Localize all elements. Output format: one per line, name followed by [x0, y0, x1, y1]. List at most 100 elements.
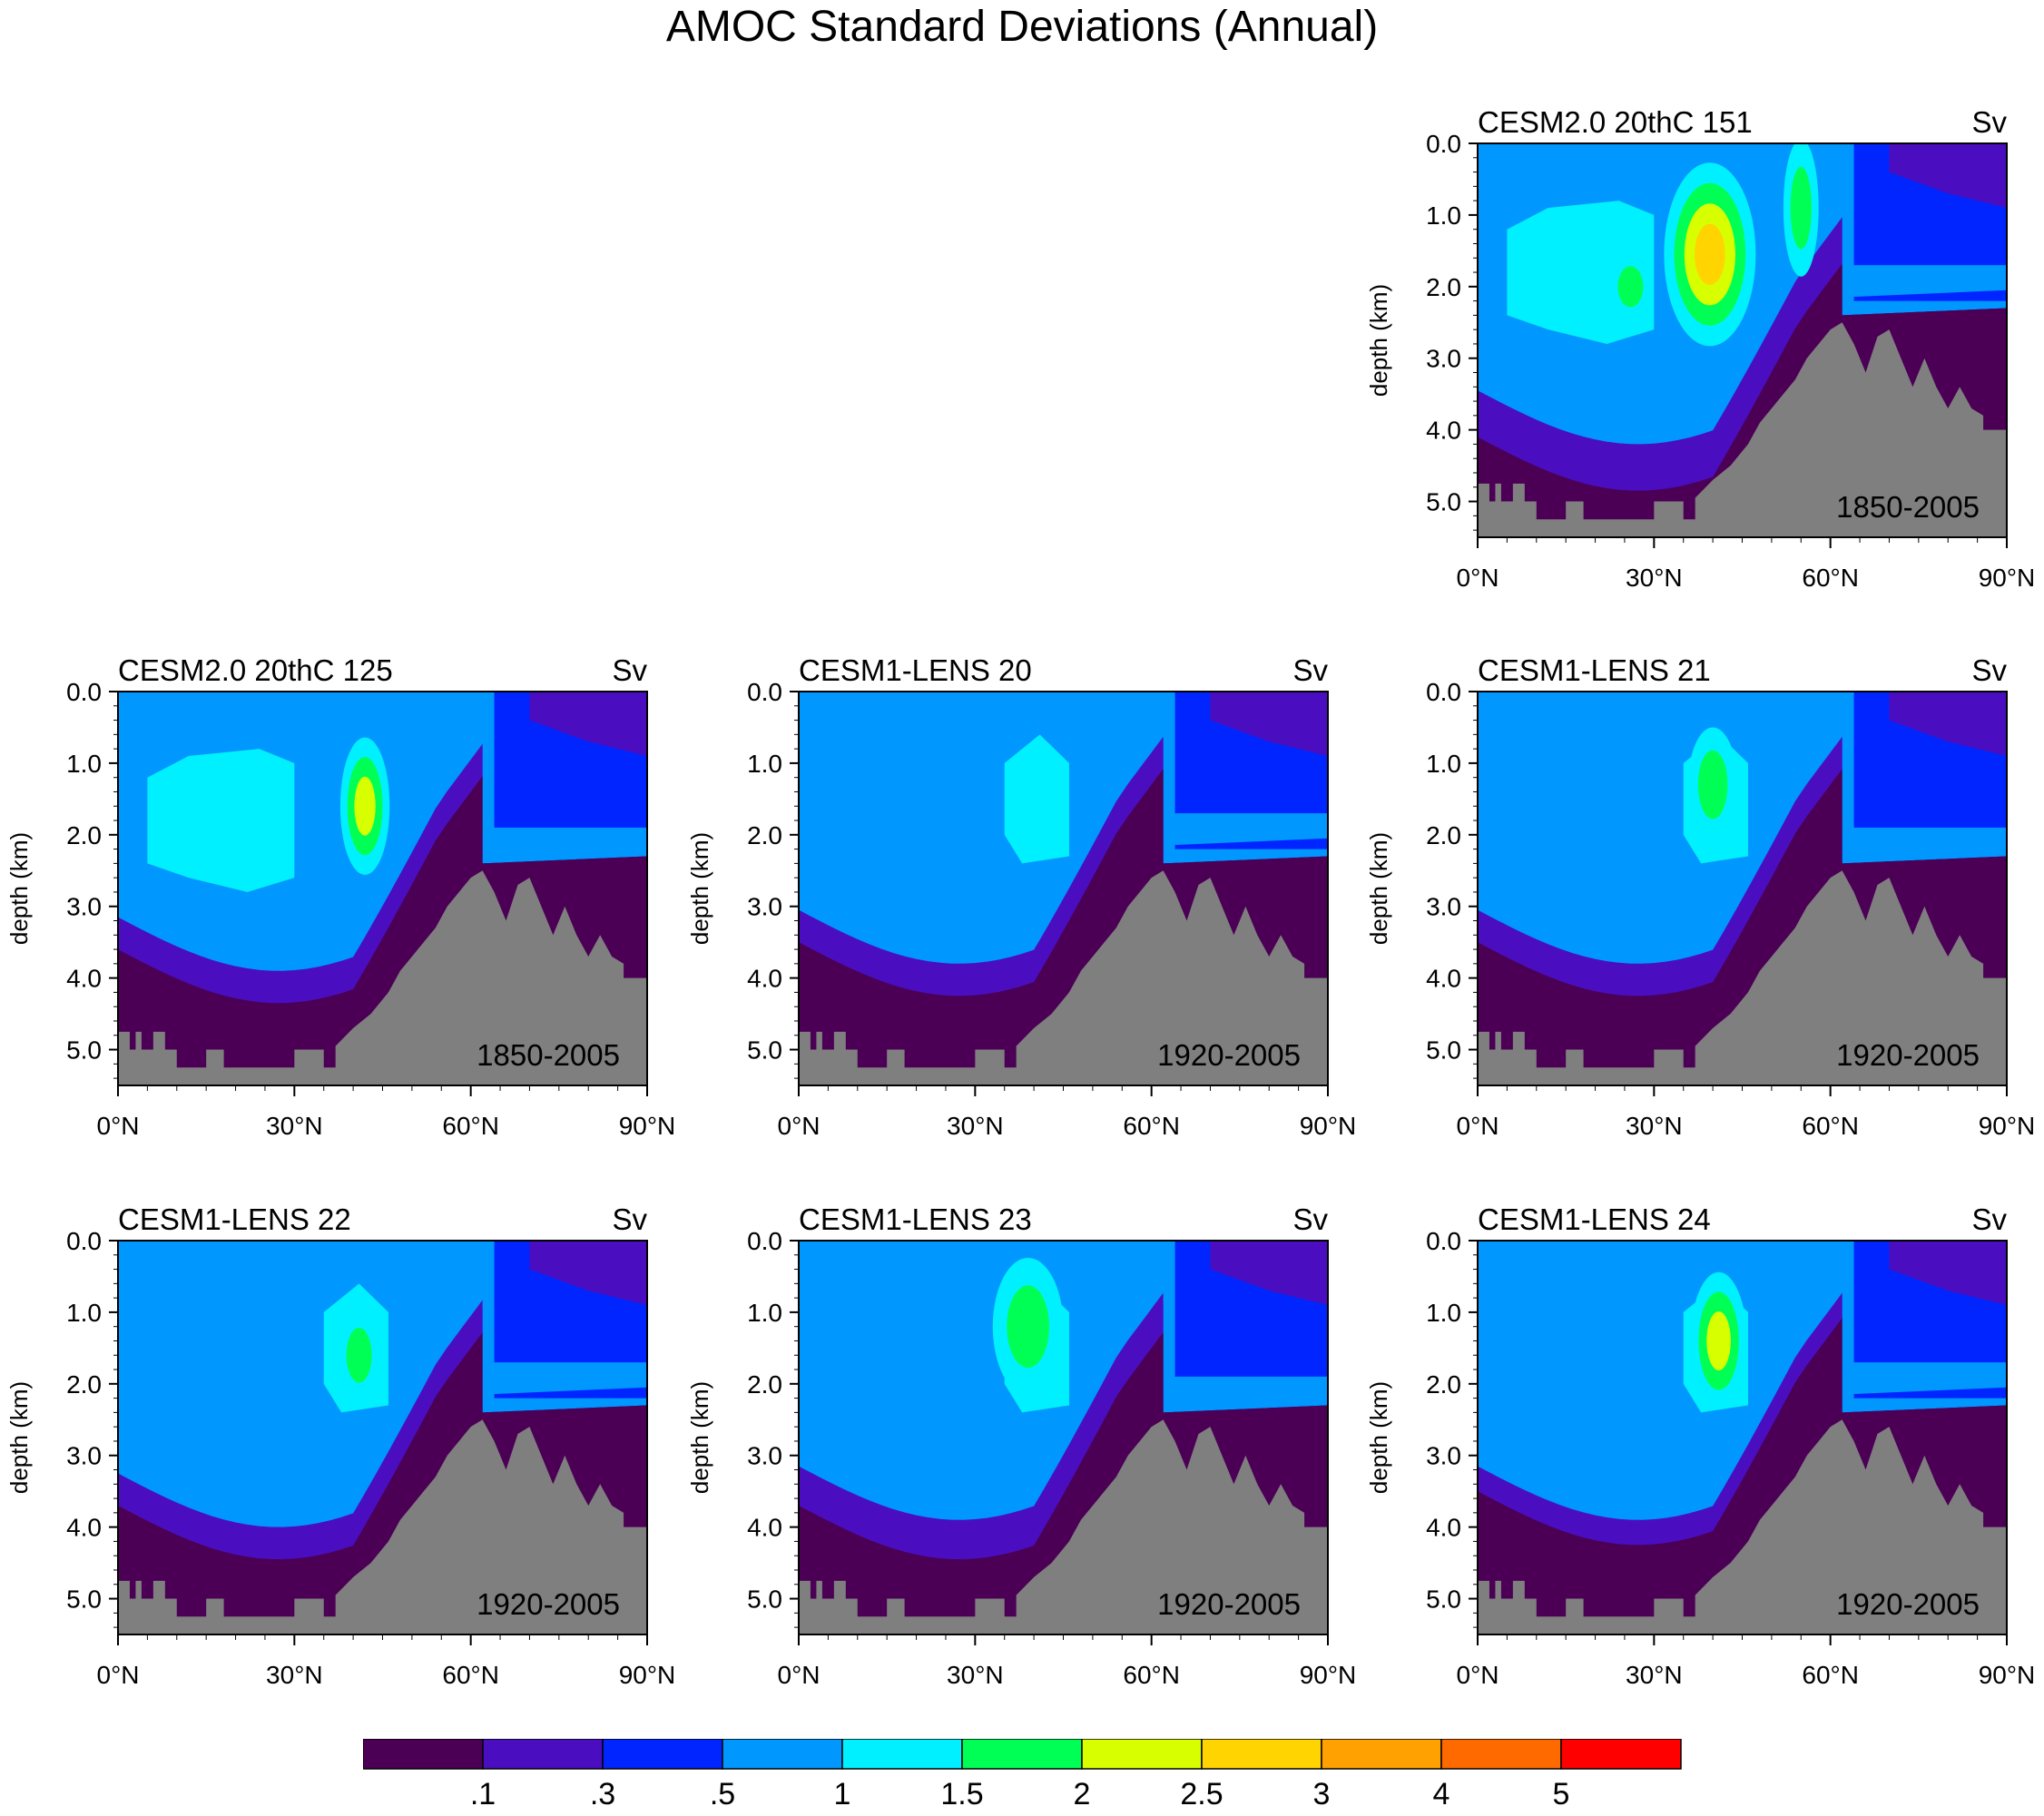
contour-fill-north-surface — [1889, 143, 2007, 209]
y-tick-label: 3.0 — [1426, 893, 1461, 921]
bathymetry-mask — [799, 870, 1328, 1085]
bathymetry-mask — [118, 1419, 647, 1634]
colorbar-label: 3 — [1313, 1777, 1331, 1811]
x-tick-label: 30°N — [1626, 1112, 1683, 1140]
x-tick-label: 0°N — [97, 1112, 140, 1140]
colorbar-label: 2 — [1074, 1777, 1091, 1811]
y-tick-label: 4.0 — [66, 965, 102, 993]
bathymetry-mask — [1478, 1419, 2007, 1634]
x-tick-label: 0°N — [1457, 1112, 1499, 1140]
contour-fill-north-surface — [1889, 1241, 2007, 1306]
bathymetry-mask — [118, 870, 647, 1085]
x-tick-label: 60°N — [1123, 1112, 1180, 1140]
colorbar-swatch — [1201, 1738, 1322, 1770]
contour-plot: 0.0 1.0 2.0 3.0 4.0 5.0 0°N 30°N 60°N 90°N depth (… — [686, 1202, 1356, 1689]
y-axis-label: depth (km) — [1365, 832, 1392, 945]
x-tick-label: 0°N — [97, 1661, 140, 1689]
y-tick-label: 4.0 — [66, 1514, 102, 1542]
y-tick-label: 4.0 — [1426, 1514, 1461, 1542]
y-tick-label: 2.0 — [747, 821, 782, 849]
x-tick-label: 60°N — [1123, 1661, 1180, 1689]
x-tick-label: 60°N — [1802, 1112, 1859, 1140]
x-tick-label: 90°N — [1979, 564, 2036, 592]
y-tick-label: 3.0 — [1426, 1442, 1461, 1470]
y-tick-label: 0.0 — [1426, 678, 1461, 706]
y-tick-label: 2.0 — [1426, 821, 1461, 849]
y-tick-label: 4.0 — [747, 1514, 782, 1542]
contour-core-0-6 — [354, 776, 376, 836]
y-axis-label: depth (km) — [686, 832, 713, 945]
panel-title: CESM1-LENS 24 — [1478, 1202, 1711, 1236]
panel-lens-20: 0.0 1.0 2.0 3.0 4.0 5.0 0°N 30°N 60°N 90°N depth (… — [681, 628, 1389, 1173]
x-tick-label: 30°N — [947, 1661, 1004, 1689]
units-label: Sv — [1292, 653, 1328, 687]
colorbar-label: 1.5 — [940, 1777, 983, 1811]
y-tick-label: 4.0 — [1426, 417, 1461, 445]
bathymetry-mask — [799, 1419, 1328, 1634]
contour-core-0-7 — [1695, 223, 1725, 285]
y-tick-label: 0.0 — [66, 1227, 102, 1255]
x-tick-label: 0°N — [1457, 564, 1499, 592]
y-tick-label: 1.0 — [1426, 750, 1461, 778]
y-tick-label: 0.0 — [66, 678, 102, 706]
y-axis-label: depth (km) — [686, 1381, 713, 1494]
colorbar-swatch — [362, 1738, 484, 1770]
panel-title: CESM1-LENS 21 — [1478, 653, 1711, 687]
contour-fill-shelf — [1163, 813, 1328, 846]
contour-core-1-5 — [1617, 266, 1644, 308]
y-tick-label: 3.0 — [1426, 345, 1461, 373]
x-tick-label: 90°N — [1300, 1112, 1357, 1140]
y-tick-label: 5.0 — [747, 1585, 782, 1614]
panel-lens-24: 0.0 1.0 2.0 3.0 4.0 5.0 0°N 30°N 60°N 90°N depth (… — [1360, 1177, 2044, 1722]
panel-title: CESM2.0 20thC 125 — [118, 653, 393, 687]
x-tick-label: 90°N — [1979, 1112, 2036, 1140]
x-tick-label: 90°N — [1979, 1661, 2036, 1689]
y-tick-label: 2.0 — [1426, 1370, 1461, 1399]
x-tick-label: 0°N — [778, 1661, 821, 1689]
y-tick-label: 1.0 — [1426, 201, 1461, 230]
contour-fill-north-surface — [529, 692, 647, 757]
y-tick-label: 2.0 — [66, 1370, 102, 1399]
contour-fill-cyan — [147, 749, 295, 892]
panel-title: CESM2.0 20thC 151 — [1478, 105, 1753, 139]
y-tick-label: 1.0 — [747, 750, 782, 778]
contour-fill-north-surface — [1210, 1241, 1328, 1306]
x-tick-label: 90°N — [619, 1661, 676, 1689]
y-tick-label: 1.0 — [747, 1299, 782, 1327]
units-label: Sv — [612, 1202, 647, 1236]
colorbar-label: 4 — [1433, 1777, 1450, 1811]
y-axis-label: depth (km) — [1365, 1381, 1392, 1494]
x-tick-label: 30°N — [266, 1112, 323, 1140]
y-tick-label: 3.0 — [66, 1442, 102, 1470]
y-tick-label: 1.0 — [66, 750, 102, 778]
panel-lens-21: 0.0 1.0 2.0 3.0 4.0 5.0 0°N 30°N 60°N 90°N depth (… — [1360, 628, 2044, 1173]
contour-plot: 0.0 1.0 2.0 3.0 4.0 5.0 0°N 30°N 60°N 90°N depth (… — [1365, 653, 2036, 1140]
colorbar-swatch — [961, 1738, 1083, 1770]
units-label: Sv — [1971, 653, 2007, 687]
y-tick-label: 3.0 — [66, 893, 102, 921]
y-tick-label: 3.0 — [747, 893, 782, 921]
colorbar-legend: .1 .3 .5 1 1.5 2 2.5 3 4 5 — [362, 1738, 1699, 1816]
y-tick-label: 1.0 — [1426, 1299, 1461, 1327]
panel-title: CESM1-LENS 20 — [799, 653, 1032, 687]
y-tick-label: 4.0 — [1426, 965, 1461, 993]
colorbar-label: .5 — [710, 1777, 735, 1811]
contour-fill-shelf — [1163, 1376, 1328, 1409]
period-label: 1920-2005 — [1157, 1587, 1301, 1621]
contour-fill-shelf — [1842, 265, 2007, 298]
panel-title: CESM1-LENS 23 — [799, 1202, 1032, 1236]
x-tick-label: 60°N — [442, 1112, 499, 1140]
y-axis-label: depth (km) — [5, 832, 33, 945]
contour-fill-shelf — [482, 1362, 647, 1395]
colorbar-label: .3 — [590, 1777, 615, 1811]
y-tick-label: 5.0 — [1426, 488, 1461, 516]
contour-core-0-6 — [1706, 1311, 1731, 1370]
contour-plot: 0.0 1.0 2.0 3.0 4.0 5.0 0°N 30°N 60°N 90°N depth (… — [1365, 1202, 2036, 1689]
panel-cesm2-125: 0.0 1.0 2.0 3.0 4.0 5.0 0°N 30°N 60°N 90°N depth (… — [0, 628, 708, 1173]
x-tick-label: 60°N — [442, 1661, 499, 1689]
period-label: 1920-2005 — [1157, 1038, 1301, 1072]
period-label: 1920-2005 — [477, 1587, 620, 1621]
x-tick-label: 0°N — [1457, 1661, 1499, 1689]
y-tick-label: 1.0 — [66, 1299, 102, 1327]
panel-lens-22: 0.0 1.0 2.0 3.0 4.0 5.0 0°N 30°N 60°N 90°N depth (… — [0, 1177, 708, 1722]
